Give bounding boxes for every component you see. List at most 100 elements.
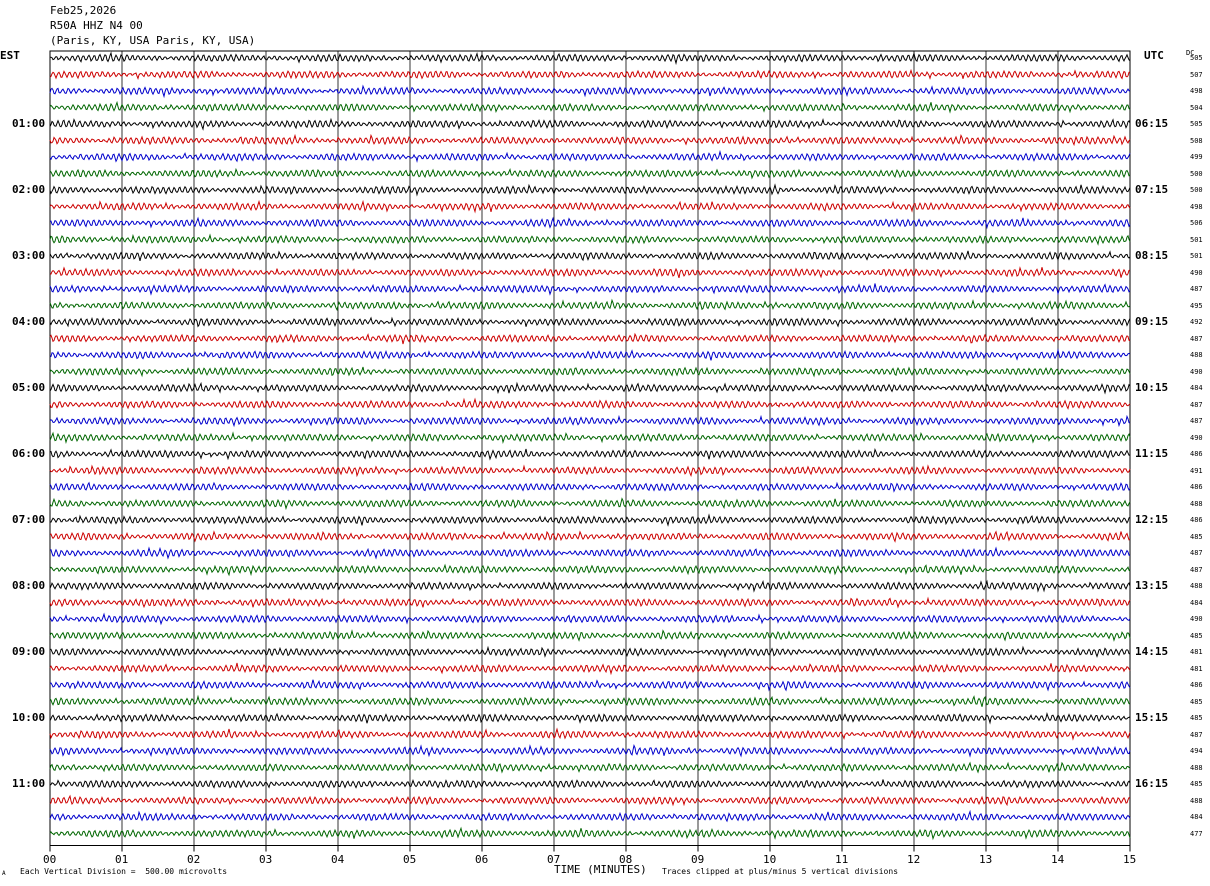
seismic-trace-line [49,530,1131,543]
seismic-traces [49,51,1131,841]
left-hour-label: 03:00 [12,249,46,262]
seismic-trace-line [49,431,1131,445]
seismic-trace-line [49,298,1131,312]
x-tick-label: 01 [115,852,129,866]
x-axis-title: TIME (MINUTES) [554,863,647,876]
seismic-trace-line [49,612,1131,626]
seismic-trace-line [49,694,1131,707]
x-tick-label: 12 [907,852,921,866]
right-timezone-label: UTC [1144,49,1164,62]
dc-offset-label: 491 [1190,466,1203,475]
left-hour-label: 06:00 [12,447,46,460]
dc-offset-label: 488 [1190,763,1203,772]
dc-offset-label: 487 [1190,730,1203,739]
seismic-trace-line [49,332,1131,345]
left-hour-label: 04:00 [12,315,46,328]
seismic-trace-line [49,117,1131,131]
x-tick-label: 09 [691,852,705,866]
dc-offset-label: 488 [1190,351,1203,359]
x-tick-label: 13 [979,852,993,866]
dc-offset-label: 485 [1190,697,1203,706]
seismic-trace-line [49,794,1131,807]
dc-offset-label: 487 [1190,565,1203,574]
seismic-trace-line [49,397,1131,410]
right-hour-label: 11:15 [1135,447,1169,460]
seismic-trace-line [49,233,1131,246]
x-tick-label: 14 [1051,852,1065,866]
seismic-trace-line [49,283,1131,296]
seismic-trace-line [49,84,1131,99]
seismic-trace-line [49,183,1131,197]
right-hour-label: 16:15 [1135,777,1169,790]
seismic-trace-line [49,266,1131,279]
seismic-trace-line [49,513,1131,527]
x-tick-label: 07 [547,852,561,866]
right-hour-label: 09:15 [1135,315,1169,328]
seismic-trace-line [49,133,1131,147]
left-hour-label: 02:00 [12,183,46,196]
dc-offset-label: 487 [1190,285,1203,293]
header-station: R50A HHZ N4 00 [50,19,143,32]
dc-offset-label: 485 [1190,714,1203,722]
seismic-trace-line [49,216,1131,230]
seismic-trace-line [49,546,1131,560]
dc-offset-label: 490 [1190,433,1203,442]
seismic-trace-line [49,579,1131,593]
dc-offset-label: 485 [1190,631,1203,640]
plot-frame [49,50,1131,846]
header-date: Feb25,2026 [50,4,117,17]
seismic-trace-line [49,348,1131,361]
dc-offset-label: 494 [1190,747,1203,755]
left-hour-label: 01:00 [12,117,46,130]
dc-offset-label: 486 [1190,516,1203,524]
scale-note: Each Vertical Division = 500.00 microvol… [20,867,228,876]
left-timezone-label: EST [0,49,20,62]
seismic-trace-line [49,497,1131,511]
clip-note: Traces clipped at plus/minus 5 vertical … [662,867,899,876]
seismic-trace-line [49,100,1131,114]
right-hour-label: 12:15 [1135,513,1169,526]
dc-offset-label: 501 [1190,235,1203,244]
seismic-trace-line [49,826,1131,841]
dc-offset-label: 495 [1190,301,1203,310]
seismic-trace-line [49,464,1131,478]
x-tick-label: 02 [187,852,201,866]
dc-offset-label: 487 [1190,400,1203,409]
dc-offset-label: 484 [1190,384,1203,392]
seismic-trace-line [49,199,1131,214]
seismic-trace-line [49,481,1131,493]
dc-offset-label: 488 [1190,582,1203,590]
x-tick-label: 00 [43,852,57,866]
dc-offset-label: 508 [1190,136,1203,145]
dc-offset-label: 490 [1190,615,1203,623]
dc-offset-label: 506 [1190,219,1203,227]
left-hour-label: 10:00 [12,711,46,724]
dc-offset-label: 481 [1190,664,1203,673]
dc-offset-label: 490 [1190,367,1203,376]
dc-offset-label: 487 [1190,417,1203,425]
seismic-trace-line [49,645,1131,659]
seismic-trace-line [49,563,1131,577]
seismic-trace-line [49,366,1131,378]
dc-offset-label: 485 [1190,780,1203,788]
right-hour-label: 10:15 [1135,381,1169,394]
seismic-trace-line [49,447,1131,461]
dc-offset-label: 488 [1190,796,1203,805]
seismic-trace-line [49,779,1131,789]
seismic-trace-line [50,51,1131,66]
seismic-trace-line [49,381,1131,395]
dc-offset-label: 507 [1190,70,1203,79]
x-tick-label: 05 [403,852,417,866]
dc-offset-label: 481 [1190,648,1203,656]
x-tick-label: 15 [1123,852,1137,866]
dc-header-label: DC [1186,49,1195,57]
left-hour-label: 09:00 [12,645,46,658]
dc-offset-label: 486 [1190,450,1203,458]
seismic-trace-line [49,316,1131,328]
header-location: (Paris, KY, USA Paris, KY, USA) [50,34,256,47]
dc-offset-label: 488 [1190,499,1203,508]
seismic-trace-line [49,149,1131,163]
x-tick-label: 08 [619,852,633,866]
x-tick-label: 06 [475,852,489,866]
